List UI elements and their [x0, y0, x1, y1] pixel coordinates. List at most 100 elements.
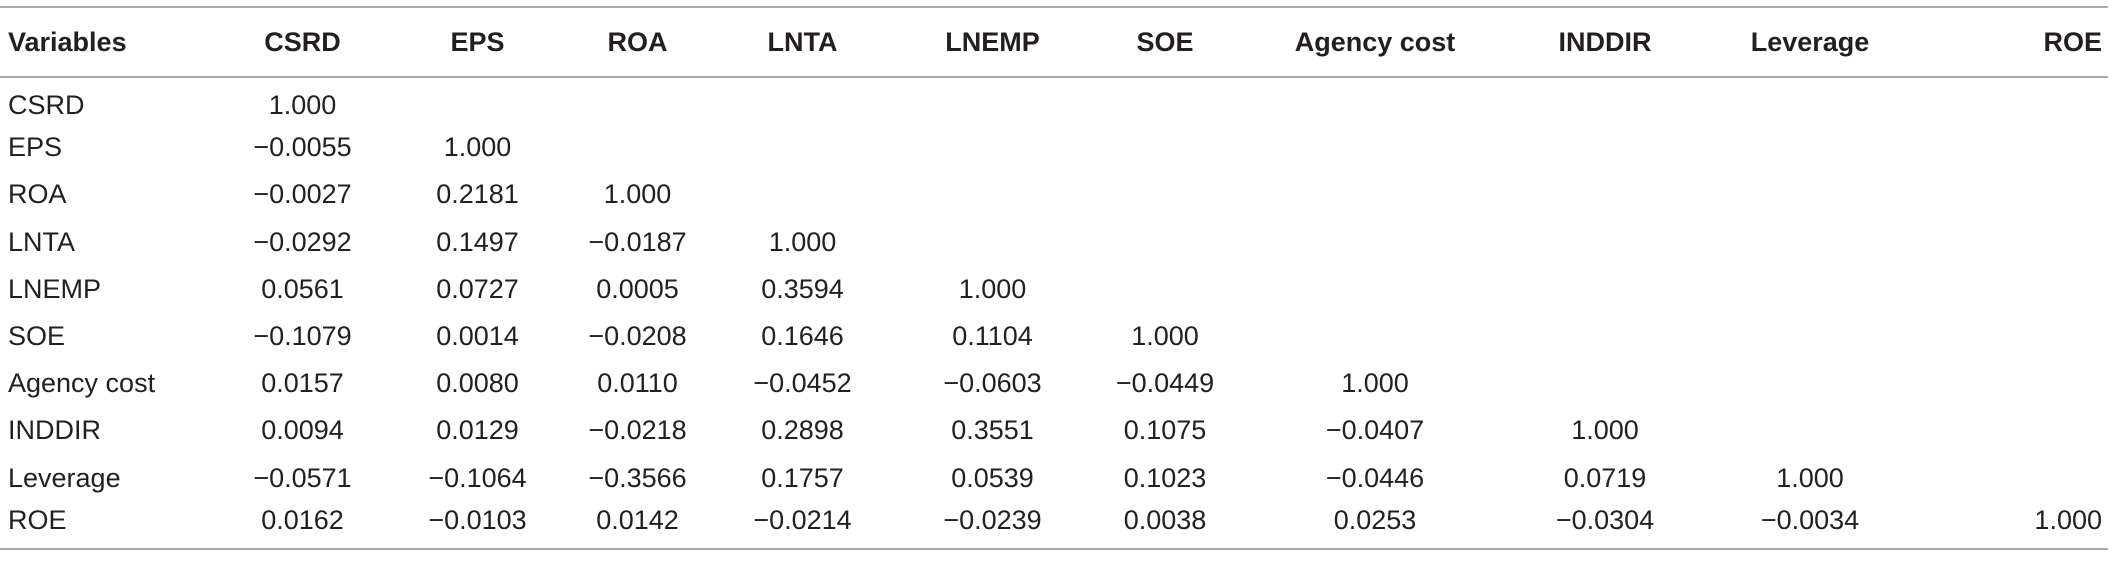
table-cell: 0.0157 [261, 368, 344, 399]
row-label-cell: ROA [8, 179, 67, 210]
header-cell: EPS [405, 6, 550, 78]
table-cell: −0.0571 [253, 462, 352, 493]
row-label-cell: Leverage [8, 462, 121, 493]
table-cell [1525, 77, 1685, 124]
table-cell: −0.0239 [880, 501, 1105, 550]
table-row: ROA −0.0027 0.2181 1.000 [0, 171, 2108, 218]
table-cell: 0.0727 [436, 273, 519, 304]
table-cell [1225, 219, 1525, 266]
table-cell: 1.000 [958, 273, 1027, 304]
table-cell: −0.1064 [428, 462, 527, 493]
table-cell: 1.000 [1341, 368, 1409, 399]
table-cell: 0.0014 [436, 321, 519, 352]
header-row: Variables CSRD EPS ROA LNTA LNEMP SOE Ag… [0, 6, 2108, 78]
table-cell [550, 77, 725, 124]
table-cell [1685, 407, 1935, 454]
table-cell [1105, 124, 1225, 171]
header-cell: SOE [1105, 6, 1225, 78]
table-cell: −0.0027 [253, 179, 352, 210]
table-cell: 0.0253 [1225, 501, 1525, 550]
table-cell [1525, 360, 1685, 407]
table-cell [1525, 124, 1685, 171]
table-cell [1935, 171, 2108, 218]
table-cell [1685, 313, 1935, 360]
table-cell [1935, 313, 2108, 360]
table-cell: 0.3594 [761, 273, 844, 304]
table-cell: 0.2181 [436, 179, 519, 210]
table-cell [880, 219, 1105, 266]
table-cell: 1.000 [268, 89, 337, 120]
table-cell: −0.0187 [588, 226, 687, 257]
table-cell: 0.1023 [1123, 462, 1207, 493]
table-cell [1685, 266, 1935, 313]
table-cell [1935, 266, 2108, 313]
table-cell: 0.1075 [1123, 415, 1207, 446]
table-cell [1685, 360, 1935, 407]
table-cell [405, 77, 550, 124]
row-label-cell: INDDIR [8, 415, 101, 446]
table-cell: 0.0142 [550, 501, 725, 550]
table-cell [1685, 124, 1935, 171]
table-cell [725, 124, 880, 171]
table-cell: −0.0449 [1115, 368, 1215, 399]
table-row: CSRD 1.000 [0, 77, 2108, 124]
table-cell [1525, 219, 1685, 266]
table-cell: 1.000 [1571, 415, 1639, 446]
row-label-cell: SOE [8, 321, 66, 352]
table-cell [1105, 266, 1225, 313]
header-cell: ROA [550, 6, 725, 78]
table-cell: 0.0539 [951, 462, 1034, 493]
table-cell: 1.000 [768, 226, 837, 257]
table-cell: −0.1079 [253, 321, 352, 352]
header-cell: ROE [1935, 6, 2108, 78]
table-cell [1225, 171, 1525, 218]
row-label-cell: LNTA [8, 226, 76, 257]
table-cell: 0.0005 [596, 273, 679, 304]
table-cell: −0.0603 [943, 368, 1042, 399]
table-cell [725, 77, 880, 124]
table-cell [1225, 77, 1525, 124]
row-label-cell: CSRD [8, 89, 85, 120]
table-cell: 1.000 [1935, 501, 2108, 550]
table-cell: 0.2898 [761, 415, 844, 446]
table-cell: −0.0292 [253, 226, 352, 257]
table-cell: 0.0110 [597, 368, 678, 399]
table-row: LNEMP 0.0561 0.0727 0.0005 0.3594 1.000 [0, 266, 2108, 313]
row-label-cell: Agency cost [8, 368, 156, 399]
table-cell [1225, 124, 1525, 171]
table-cell: 0.0094 [261, 415, 344, 446]
table-cell: 1.000 [603, 179, 672, 210]
table-row: Agency cost 0.0157 0.0080 0.0110 −0.0452 −0.0… [0, 360, 2108, 407]
table-cell: 1.000 [443, 132, 512, 163]
row-label-cell: LNEMP [8, 273, 102, 304]
header-cell: Variables [0, 6, 200, 78]
table-cell: 0.0080 [436, 368, 519, 399]
table-cell: −0.0055 [253, 132, 352, 163]
row-label-cell: ROE [0, 501, 200, 550]
table-cell: 0.3551 [951, 415, 1034, 446]
table-cell [1225, 266, 1525, 313]
table-cell: 0.0162 [200, 501, 405, 550]
table-cell: −0.0452 [753, 368, 852, 399]
table-cell [1685, 77, 1935, 124]
table-cell [1525, 266, 1685, 313]
table-cell [1935, 407, 2108, 454]
table-cell: −0.0218 [588, 415, 687, 446]
table-row: ROE 0.0162 −0.0103 0.0142 −0.0214 −0.0239 0.00… [0, 501, 2108, 550]
table-cell: −0.0304 [1525, 501, 1685, 550]
table-cell [880, 171, 1105, 218]
table-cell [1225, 313, 1525, 360]
table-cell [880, 77, 1105, 124]
table-cell [1935, 360, 2108, 407]
header-cell: LNTA [725, 6, 880, 78]
table-row: SOE −0.1079 0.0014 −0.0208 0.1646 0.1104 1.000 [0, 313, 2108, 360]
table-cell: 0.1497 [436, 226, 519, 257]
table-cell [1525, 313, 1685, 360]
table-cell: −0.0407 [1325, 415, 1425, 446]
table-cell: −0.0103 [405, 501, 550, 550]
table-cell: 0.1646 [761, 321, 844, 352]
header-cell: CSRD [200, 6, 405, 78]
table-cell [1685, 219, 1935, 266]
table-cell: 0.1104 [952, 321, 1033, 352]
